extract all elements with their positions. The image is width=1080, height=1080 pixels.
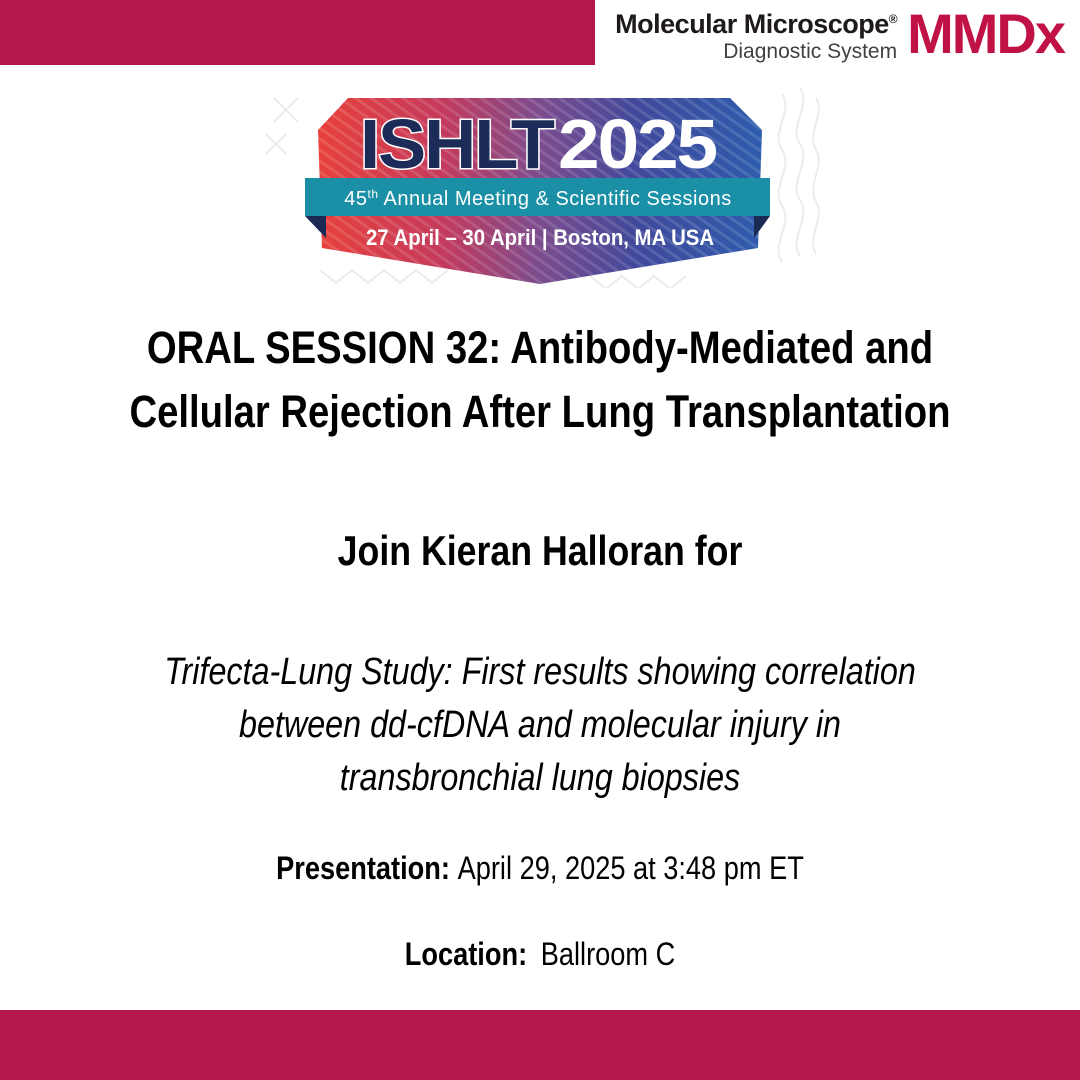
mmdx-brand-subtitle: Diagnostic System xyxy=(723,39,898,63)
teal-ribbon xyxy=(305,178,770,216)
ishlt-subtitle-superscript: th xyxy=(368,187,379,201)
invite-line: Join Kieran Halloran for xyxy=(337,527,743,574)
ishlt-acronym: ISHLT xyxy=(360,105,554,183)
ishlt-subtitle: 45th Annual Meeting & Scientific Sessions xyxy=(344,187,731,210)
mmdx-logo-text: Molecular Microscope® Diagnostic System xyxy=(615,9,898,63)
ribbon-fold-left xyxy=(305,216,326,238)
ishlt-year: 2025 xyxy=(558,105,716,183)
location-label: Location: xyxy=(404,936,528,972)
ishlt-conference-logo: ISHLT 2025 45th Annual Meeting & Scientif… xyxy=(260,87,820,291)
location-value: Ballroom C xyxy=(540,936,676,972)
location-line: Location: Ballroom C xyxy=(81,936,999,973)
ishlt-subtitle-prefix: 45 xyxy=(344,188,367,210)
ishlt-date-location: 27 April – 30 April | Boston, MA USA xyxy=(366,225,714,250)
presentation-line: Presentation: April 29, 2025 at 3:48 pm E… xyxy=(81,850,999,887)
mmdx-wordmark: MMDx xyxy=(907,2,1066,65)
registered-mark: ® xyxy=(888,12,898,26)
mmdx-brand-name: Molecular Microscope® xyxy=(615,9,898,40)
top-accent-bar xyxy=(0,0,595,65)
presentation-label: Presentation: xyxy=(276,850,450,886)
ishlt-logo-graphic: ISHLT 2025 45th Annual Meeting & Scientif… xyxy=(265,87,820,291)
ishlt-subtitle-rest: Annual Meeting & Scientific Sessions xyxy=(384,188,732,210)
study-title-line1: Trifecta-Lung Study: First results showi… xyxy=(164,651,916,693)
session-title-line2: Cellular Rejection After Lung Transplant… xyxy=(129,386,951,437)
session-title-line1: ORAL SESSION 32: Antibody-Mediated and xyxy=(146,322,934,373)
bottom-accent-bar xyxy=(0,1010,1080,1080)
study-title: Trifecta-Lung Study: First results showi… xyxy=(81,646,999,805)
study-title-line3: transbronchial lung biopsies xyxy=(339,757,741,799)
ribbon-fold-right xyxy=(754,216,770,238)
session-title: ORAL SESSION 32: Antibody-Mediated and C… xyxy=(81,316,999,444)
mmdx-logo: Molecular Microscope® Diagnostic System … xyxy=(615,2,1066,65)
mmdx-brand-name-text: Molecular Microscope xyxy=(615,9,889,39)
study-title-line2: between dd-cfDNA and molecular injury in xyxy=(238,704,842,746)
presentation-value: April 29, 2025 at 3:48 pm ET xyxy=(457,850,804,886)
